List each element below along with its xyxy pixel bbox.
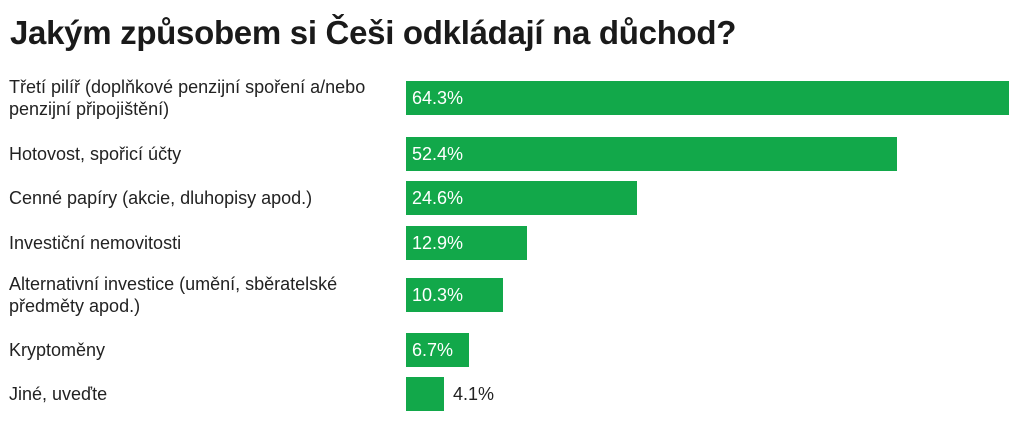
category-label: Třetí pilíř (doplňkové penzijní spoření … [9, 77, 365, 119]
category-label: Kryptoměny [9, 340, 105, 360]
category-label: Hotovost, spořicí účty [9, 144, 181, 164]
bar [406, 377, 444, 411]
bar [406, 81, 1009, 115]
value-label: 12.9% [412, 233, 463, 253]
value-label: 52.4% [412, 144, 463, 164]
value-label: 64.3% [412, 88, 463, 108]
value-label: 10.3% [412, 285, 463, 305]
bar [406, 181, 637, 215]
bar [406, 333, 469, 367]
value-label: 24.6% [412, 188, 463, 208]
category-label: Cenné papíry (akcie, dluhopisy apod.) [9, 188, 312, 208]
category-label: Investiční nemovitosti [9, 233, 181, 253]
category-label: Alternativní investice (umění, sběratels… [9, 274, 337, 316]
bar [406, 226, 527, 260]
chart-title: Jakým způsobem si Češi odkládají na důch… [10, 14, 737, 51]
bar [406, 137, 897, 171]
value-label: 6.7% [412, 340, 453, 360]
value-label: 4.1% [453, 384, 494, 404]
category-label: Jiné, uveďte [9, 384, 107, 404]
bar [406, 278, 503, 312]
